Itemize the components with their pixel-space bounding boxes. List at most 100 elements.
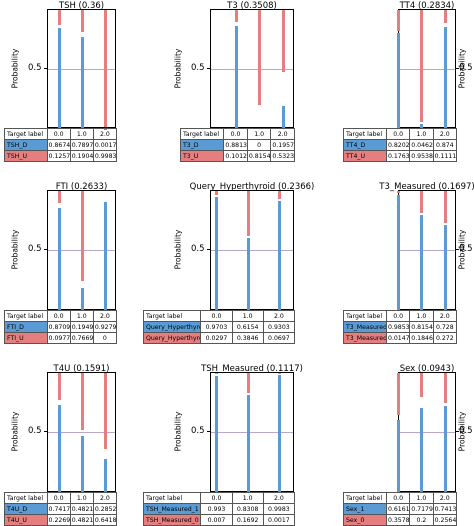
bar bbox=[58, 373, 61, 493]
bar-segment-T3_Measured_1 bbox=[420, 215, 423, 311]
data-value: 0.1257 bbox=[47, 151, 70, 162]
y-tick-mark bbox=[44, 68, 47, 69]
bar-segment-TT4_U bbox=[420, 10, 423, 122]
bar bbox=[104, 373, 107, 493]
data-value: 0.1949 bbox=[70, 322, 93, 333]
table-header-label: Target label bbox=[144, 493, 201, 504]
category-label: 1.0 bbox=[247, 129, 271, 140]
bar-segment-Query_Hyperthyroid_0 bbox=[215, 197, 218, 311]
series-name: T3_Measured_1 bbox=[344, 322, 387, 333]
category-label: 1.0 bbox=[70, 311, 93, 322]
data-value: 0.8813 bbox=[224, 140, 248, 151]
data-value: 0.2 bbox=[410, 515, 433, 526]
bar-segment-T3_Measured_1 bbox=[397, 195, 400, 311]
y-axis-label: Probability bbox=[10, 412, 19, 452]
bar-segment-Query_Hyperthyroid_1 bbox=[278, 191, 281, 199]
y-tick-mark bbox=[207, 68, 210, 69]
plot-area bbox=[47, 372, 116, 492]
bar-segment-TSH_U bbox=[58, 10, 61, 25]
data-value: 0.0297 bbox=[201, 333, 232, 344]
bar bbox=[235, 10, 238, 129]
bar-segment-Sex_0 bbox=[397, 373, 400, 415]
category-label: 0.0 bbox=[386, 493, 409, 504]
bar-segment-Query_Hyperthyroid_1 bbox=[215, 191, 218, 195]
category-label: 0.0 bbox=[386, 311, 409, 322]
category-label: 2.0 bbox=[433, 311, 456, 322]
bar-segment-TSH_D bbox=[81, 37, 84, 129]
series-name: T3_D bbox=[181, 140, 224, 151]
bar bbox=[58, 10, 61, 129]
plot-area bbox=[210, 372, 294, 492]
category-label: 1.0 bbox=[410, 493, 433, 504]
bar bbox=[444, 373, 447, 493]
bar bbox=[247, 191, 250, 311]
data-value: 0.0147 bbox=[386, 333, 409, 344]
plot-area bbox=[47, 190, 116, 310]
category-label: 1.0 bbox=[232, 493, 263, 504]
table-header-label: Target label bbox=[144, 311, 201, 322]
bar-segment-TSH_Measured_0 bbox=[247, 373, 250, 393]
data-value: 0.9538 bbox=[410, 151, 433, 162]
bar bbox=[397, 191, 400, 311]
category-label: 2.0 bbox=[271, 129, 295, 140]
category-label: 0.0 bbox=[224, 129, 248, 140]
bar-segment-T4U_U bbox=[104, 373, 107, 449]
bar-segment-Sex_1 bbox=[397, 420, 400, 493]
data-value: 0.3846 bbox=[232, 333, 263, 344]
data-value: 0.007 bbox=[201, 515, 232, 526]
data-value: 0.8202 bbox=[386, 140, 409, 151]
bar-segment-TSH_Measured_1 bbox=[247, 395, 250, 493]
y-tick-mark bbox=[44, 249, 47, 250]
category-label: 2.0 bbox=[93, 129, 116, 140]
y-tick-mark bbox=[456, 249, 459, 250]
bar-segment-T4U_D bbox=[58, 405, 61, 493]
y-axis-label: Probability bbox=[173, 412, 182, 452]
category-label: 1.0 bbox=[232, 311, 263, 322]
bar bbox=[420, 10, 423, 129]
bar-segment-FTI_D bbox=[104, 202, 107, 311]
data-value: 0.874 bbox=[433, 140, 456, 151]
y-tick-mark bbox=[44, 431, 47, 432]
data-value: 0.3578 bbox=[386, 515, 409, 526]
bar-segment-FTI_U bbox=[58, 191, 61, 203]
plot-area bbox=[398, 372, 456, 492]
y-tick-mark bbox=[456, 68, 459, 69]
data-value: 0.8709 bbox=[47, 322, 70, 333]
data-value: 0.2564 bbox=[433, 515, 456, 526]
y-axis-label: Probability bbox=[10, 48, 19, 88]
plot-area bbox=[210, 190, 294, 310]
bar-segment-T3_Measured_0 bbox=[420, 191, 423, 213]
bar-segment-T3_U bbox=[282, 10, 285, 72]
table-header-label: Target label bbox=[5, 129, 48, 140]
bar-segment-Sex_1 bbox=[420, 408, 423, 493]
table-header-label: Target label bbox=[344, 129, 387, 140]
category-label: 2.0 bbox=[93, 493, 116, 504]
bar-segment-Sex_1 bbox=[444, 406, 447, 493]
bar bbox=[397, 373, 400, 493]
data-value: 0.5323 bbox=[271, 151, 295, 162]
bar-segment-T4U_U bbox=[58, 373, 61, 400]
data-value: 0.0017 bbox=[93, 140, 116, 151]
bar-segment-T3_U bbox=[235, 10, 238, 22]
bar-segment-T3_Measured_0 bbox=[444, 191, 447, 223]
bar-segment-Query_Hyperthyroid_0 bbox=[278, 201, 281, 311]
bar bbox=[215, 191, 218, 311]
y-tick-mark bbox=[456, 431, 459, 432]
bar-segment-FTI_D bbox=[58, 208, 61, 311]
